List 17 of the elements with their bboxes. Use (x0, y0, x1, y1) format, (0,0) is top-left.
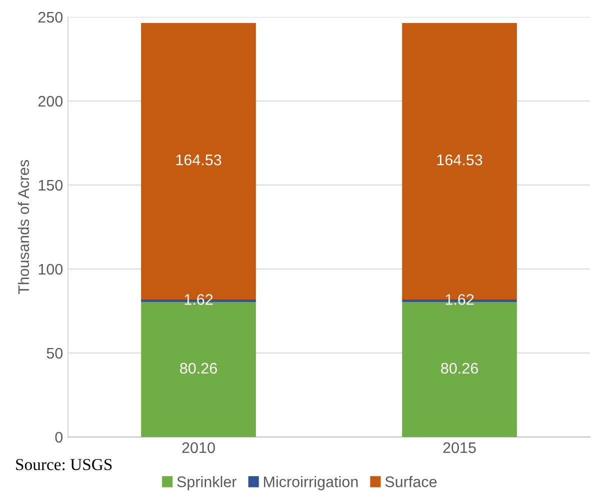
y-tick-label: 100 (38, 264, 63, 275)
legend-label: Microirrigation (264, 476, 358, 490)
y-tick-label: 0 (55, 432, 63, 443)
y-axis-title: Thousands of Acres (18, 160, 30, 294)
x-tick-label: 2015 (443, 442, 476, 454)
y-tick-label: 250 (38, 12, 63, 23)
y-tick-label: 50 (46, 348, 63, 359)
data-label: 164.53 (176, 154, 222, 166)
legend-label: Sprinkler (177, 476, 237, 490)
x-tick-label: 2010 (182, 442, 215, 454)
data-label: 80.26 (180, 362, 217, 374)
y-tick-label: 150 (38, 180, 63, 191)
data-label: 80.26 (441, 362, 478, 374)
data-label: 164.53 (437, 154, 482, 166)
legend-label: Surface (385, 476, 437, 488)
source-note: Source: USGS (16, 458, 112, 470)
y-tick-label: 200 (38, 96, 63, 107)
